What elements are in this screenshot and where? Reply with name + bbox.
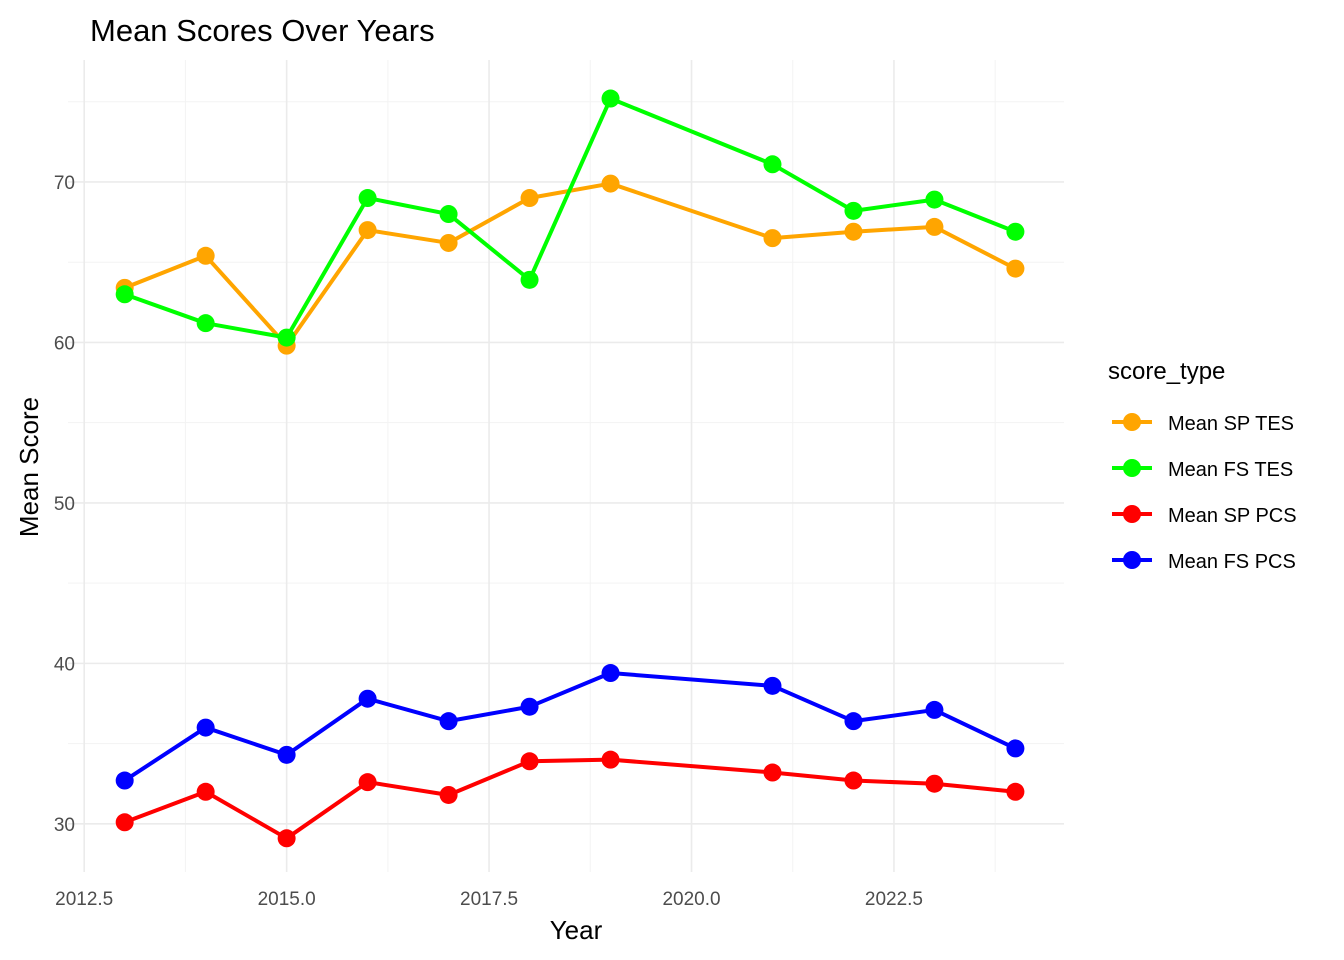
x-axis-title: Year: [550, 915, 603, 945]
data-point-mean-fs-pcs: [763, 676, 782, 695]
data-point-mean-sp-tes: [358, 221, 377, 240]
data-point-mean-sp-pcs: [196, 782, 215, 801]
data-point-mean-fs-tes: [763, 155, 782, 174]
legend-label: Mean FS TES: [1168, 459, 1293, 481]
data-point-mean-fs-tes: [844, 201, 863, 220]
y-tick-label: 60: [54, 333, 75, 354]
data-point-mean-sp-tes: [1006, 259, 1025, 278]
data-point-mean-sp-tes: [439, 233, 458, 252]
data-point-mean-sp-pcs: [925, 774, 944, 793]
data-point-mean-fs-pcs: [358, 689, 377, 708]
series-mean-fs-pcs: [115, 664, 1025, 790]
legend-item: Mean FS PCS: [1112, 551, 1296, 573]
chart-title: Mean Scores Over Years: [90, 13, 435, 48]
data-point-mean-sp-tes: [763, 229, 782, 248]
data-point-mean-sp-pcs: [844, 771, 863, 790]
y-tick-label: 30: [54, 815, 75, 836]
data-point-mean-sp-tes: [601, 174, 620, 193]
legend-title: score_type: [1108, 358, 1225, 385]
legend-key-point: [1123, 505, 1141, 523]
y-tick-label: 70: [54, 173, 75, 194]
legend-label: Mean SP PCS: [1168, 505, 1297, 527]
series-mean-sp-pcs: [115, 750, 1025, 848]
x-tick-label: 2022.5: [865, 889, 923, 910]
data-point-mean-sp-pcs: [520, 752, 539, 771]
data-point-mean-fs-pcs: [601, 664, 620, 683]
legend-label: Mean SP TES: [1168, 413, 1294, 435]
y-axis-ticks: 30 40 50 60 70: [54, 173, 75, 836]
data-point-mean-fs-pcs: [844, 712, 863, 731]
legend-items: Mean SP TES Mean FS TES Mean SP PCS Mean FS…: [1112, 413, 1297, 573]
data-point-mean-fs-pcs: [925, 700, 944, 719]
data-point-mean-sp-tes: [925, 217, 944, 236]
x-tick-label: 2012.5: [55, 889, 113, 910]
series-line-mean-fs-tes: [124, 96, 1017, 340]
grid: [68, 60, 1064, 872]
series-line-mean-sp-pcs: [123, 757, 1016, 841]
x-tick-label: 2017.5: [460, 889, 518, 910]
series-mean-fs-tes: [115, 89, 1025, 347]
data-point-mean-fs-pcs: [520, 697, 539, 716]
data-point-mean-fs-pcs: [196, 718, 215, 737]
data-point-mean-sp-pcs: [358, 773, 377, 792]
series-line-mean-fs-pcs: [123, 671, 1017, 783]
data-point-mean-fs-pcs: [1006, 739, 1025, 758]
data-point-mean-fs-tes: [358, 189, 377, 208]
series-layer: [115, 89, 1025, 848]
data-point-mean-fs-tes: [601, 89, 620, 108]
data-point-mean-fs-tes: [520, 270, 539, 289]
series-mean-sp-tes: [115, 174, 1025, 355]
data-point-mean-sp-tes: [844, 222, 863, 241]
data-point-mean-fs-pcs: [277, 745, 296, 764]
x-axis-ticks: 2012.5 2015.0 2017.5 2020.0 2022.5: [55, 889, 923, 910]
legend-key-point: [1123, 459, 1141, 477]
x-tick-label: 2015.0: [258, 889, 316, 910]
data-point-mean-fs-tes: [439, 205, 458, 224]
data-point-mean-fs-pcs: [115, 771, 134, 790]
data-point-mean-fs-tes: [1006, 222, 1025, 241]
legend-item: Mean SP PCS: [1112, 505, 1297, 527]
data-point-mean-sp-tes: [196, 246, 215, 265]
data-point-mean-sp-pcs: [763, 763, 782, 782]
legend-label: Mean FS PCS: [1168, 551, 1296, 573]
data-point-mean-sp-pcs: [277, 829, 296, 848]
y-tick-label: 40: [54, 654, 75, 675]
x-tick-label: 2020.0: [662, 889, 720, 910]
y-tick-label: 50: [54, 494, 75, 515]
legend-key-point: [1123, 551, 1141, 569]
legend-item: Mean FS TES: [1112, 459, 1293, 481]
data-point-mean-fs-tes: [115, 285, 134, 304]
legend-item: Mean SP TES: [1112, 413, 1294, 435]
data-point-mean-fs-tes: [277, 328, 296, 347]
y-axis-title: Mean Score: [14, 397, 44, 537]
data-point-mean-sp-pcs: [601, 750, 620, 769]
data-point-mean-sp-pcs: [115, 813, 134, 832]
data-point-mean-fs-tes: [196, 314, 215, 333]
data-point-mean-sp-pcs: [1006, 782, 1025, 801]
data-point-mean-fs-tes: [925, 190, 944, 209]
data-point-mean-sp-pcs: [439, 785, 458, 804]
data-point-mean-fs-pcs: [439, 712, 458, 731]
legend-key-point: [1123, 413, 1141, 431]
data-point-mean-sp-tes: [520, 189, 539, 208]
